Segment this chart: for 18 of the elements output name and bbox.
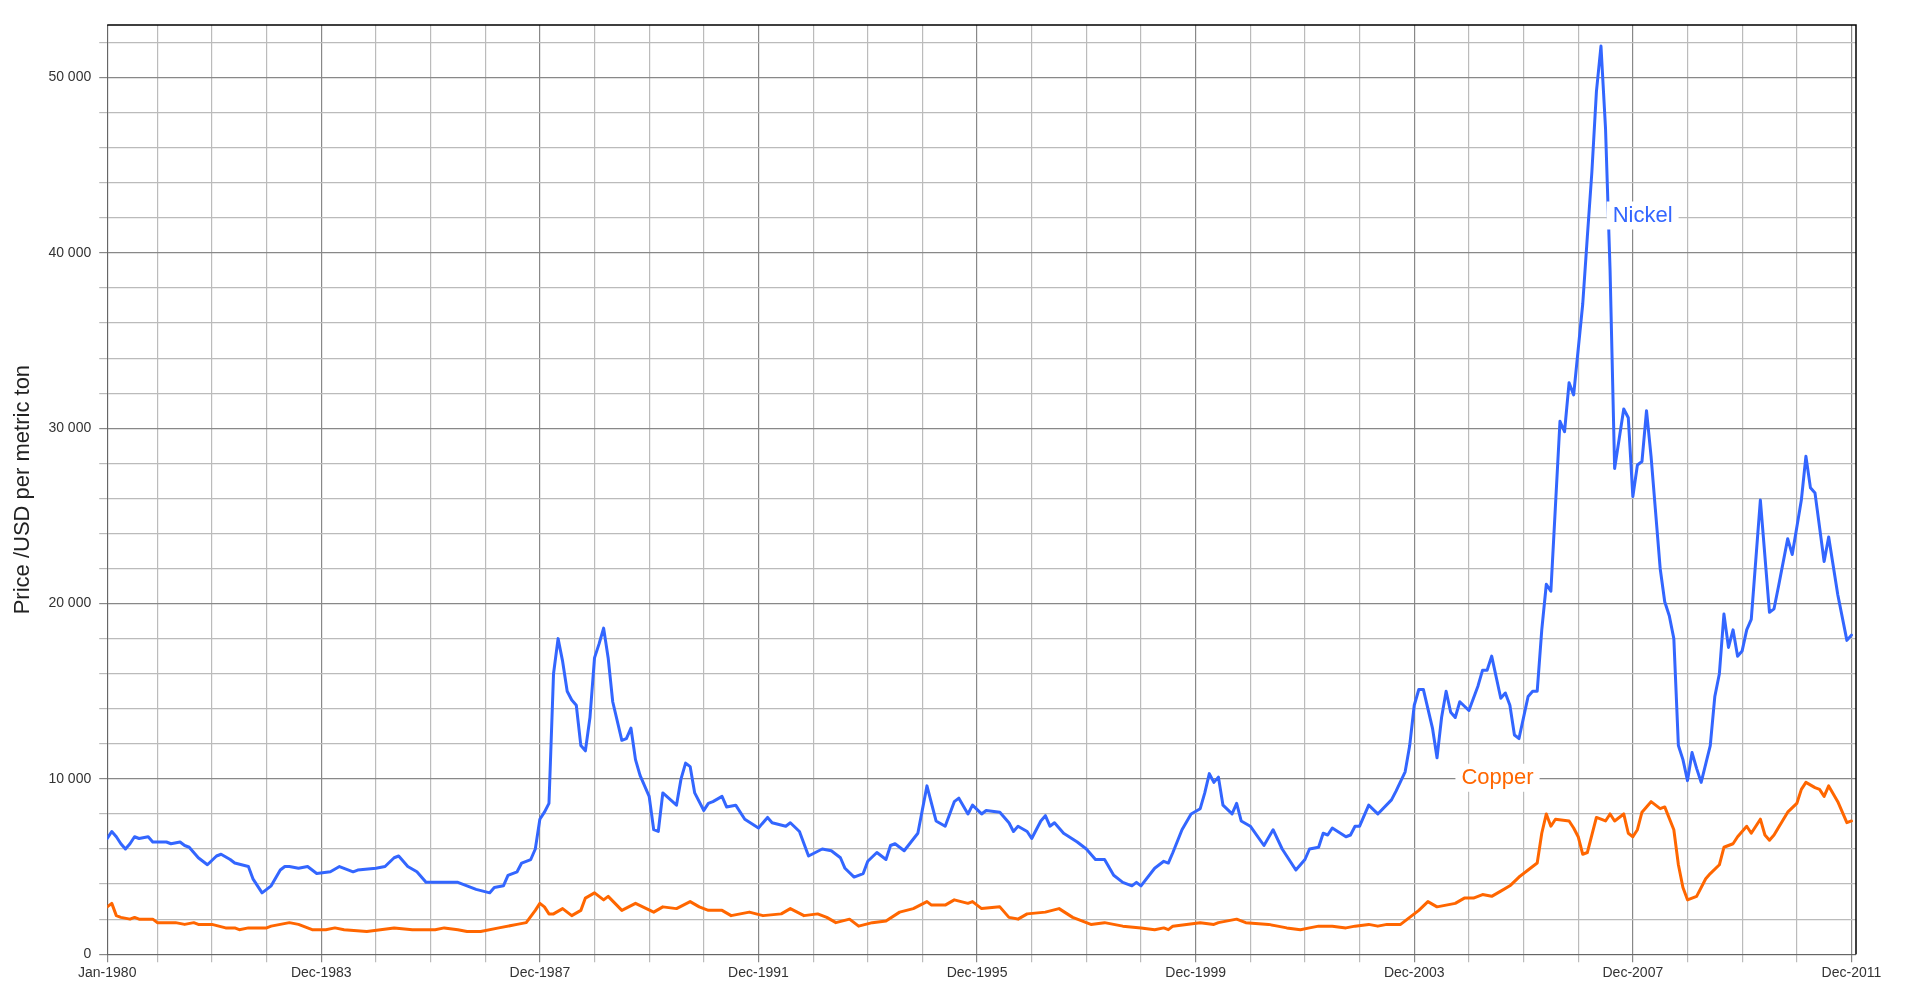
y-tick-label: 0: [83, 945, 92, 962]
x-tick-label: Dec-1983: [290, 964, 352, 981]
x-tick-label: Dec-1991: [728, 964, 790, 981]
x-tick-label: Dec-2007: [1602, 964, 1664, 981]
x-tick-label: Dec-1995: [946, 964, 1008, 981]
y-tick-label: 10 000: [48, 769, 92, 786]
series-label: Copper: [1461, 763, 1534, 789]
y-axis-title: Price /USD per metric ton: [9, 364, 35, 615]
x-tick-label: Dec-1987: [509, 964, 571, 981]
y-tick-label: 30 000: [48, 419, 92, 436]
y-tick-label: 40 000: [48, 243, 92, 260]
x-tick-label: Jan-1980: [78, 964, 137, 981]
series-label: Nickel: [1612, 201, 1673, 227]
x-tick-label: Dec-2003: [1383, 964, 1445, 981]
x-tick-label: Dec-2011: [1821, 964, 1882, 981]
x-tick-label: Dec-1999: [1165, 964, 1227, 981]
y-tick-label: 20 000: [48, 594, 92, 611]
y-tick-label: 50 000: [48, 68, 92, 85]
